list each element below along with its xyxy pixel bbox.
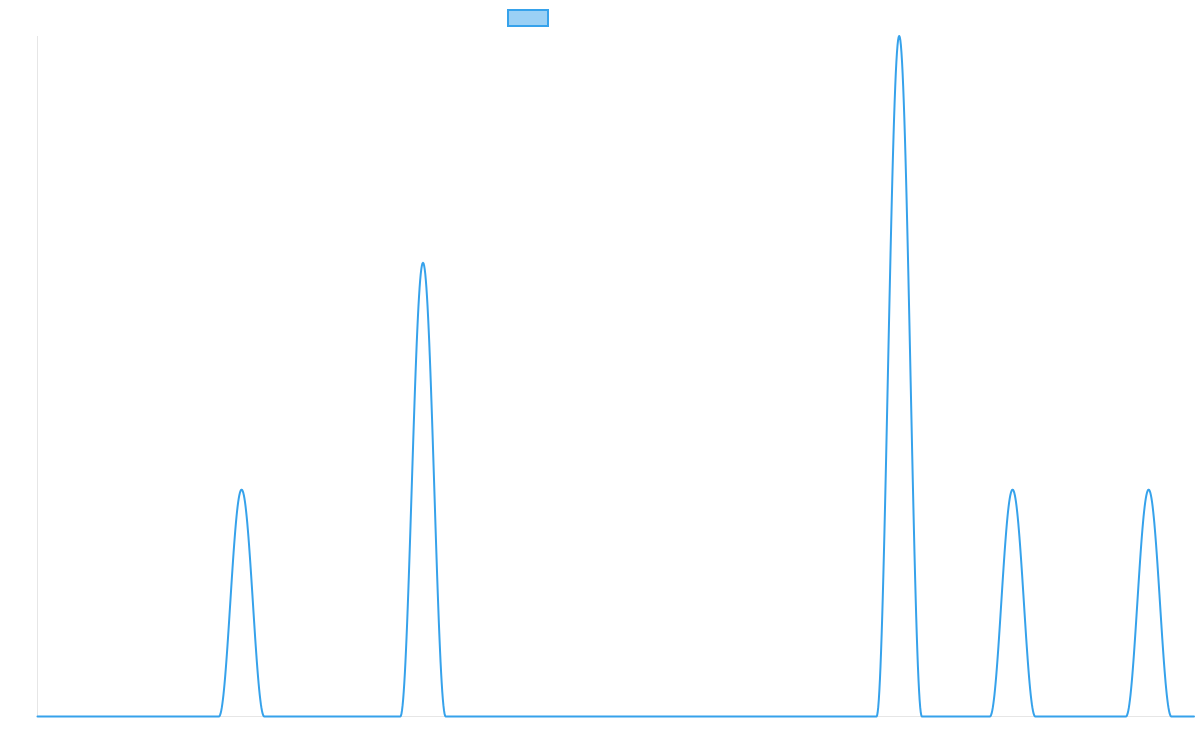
peak-point-3[interactable] <box>1010 487 1016 493</box>
series-line-0 <box>36 35 1195 718</box>
peak-point-2[interactable] <box>896 33 902 39</box>
legend[interactable] <box>507 9 549 27</box>
peak-point-1[interactable] <box>420 260 426 266</box>
legend-swatch[interactable] <box>507 9 549 27</box>
series-group <box>36 33 1195 718</box>
peak-point-0[interactable] <box>239 487 245 493</box>
peak-point-4[interactable] <box>1146 487 1152 493</box>
